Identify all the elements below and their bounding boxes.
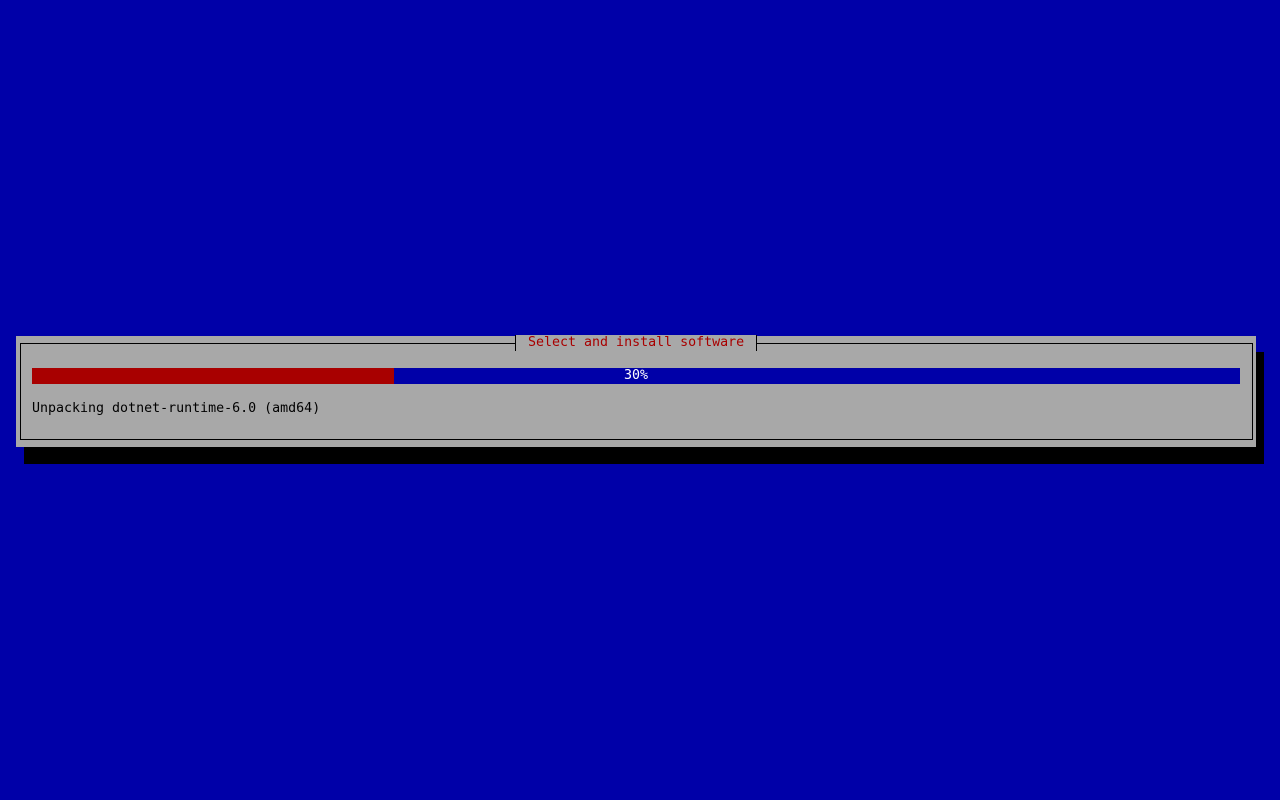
dialog-frame: [20, 343, 1253, 440]
install-progress-dialog: Select and install software 30% Unpackin…: [16, 335, 1256, 447]
dialog-shadow-bottom: [24, 447, 1264, 464]
progress-percent-label: 30%: [623, 368, 649, 383]
dialog-shadow-right: [1256, 352, 1264, 464]
progress-fill: [32, 368, 395, 384]
dialog-title: Select and install software: [515, 335, 758, 351]
progress-bar: 30%: [32, 368, 1240, 384]
status-text: Unpacking dotnet-runtime-6.0 (amd64): [32, 401, 321, 416]
